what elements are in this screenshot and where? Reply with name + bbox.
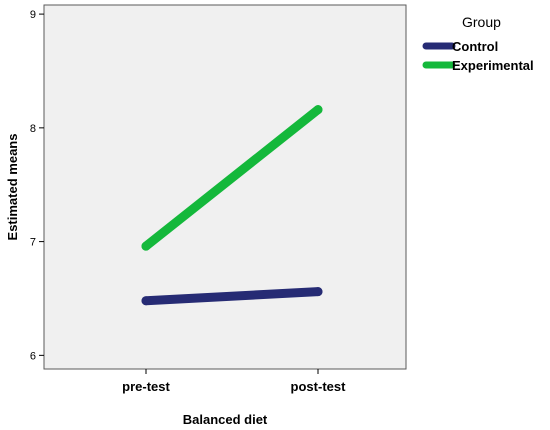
y-tick-label: 9 bbox=[30, 9, 36, 21]
y-tick-label: 7 bbox=[30, 237, 36, 249]
data-point-control bbox=[141, 296, 151, 306]
series-line-experimental bbox=[141, 105, 323, 251]
legend: Group Control Experimental bbox=[422, 14, 534, 73]
legend-title: Group bbox=[462, 14, 501, 30]
data-point-control bbox=[313, 287, 323, 297]
series-lines bbox=[141, 105, 323, 306]
x-tick-label: pre-test bbox=[122, 379, 170, 394]
series-line-control bbox=[141, 287, 323, 306]
data-point-experimental bbox=[141, 241, 151, 251]
x-axis-ticks: pre-test post-test bbox=[122, 369, 346, 394]
y-tick-label: 6 bbox=[30, 350, 36, 362]
x-tick-label: post-test bbox=[291, 379, 347, 394]
legend-label-experimental: Experimental bbox=[452, 58, 534, 73]
legend-label-control: Control bbox=[452, 39, 498, 54]
y-tick-label: 8 bbox=[30, 123, 36, 135]
data-point-experimental bbox=[313, 105, 323, 115]
x-axis-title: Balanced diet bbox=[183, 412, 268, 427]
y-axis-ticks: 6 7 8 9 bbox=[30, 9, 44, 362]
y-axis-title: Estimated means bbox=[5, 134, 20, 241]
